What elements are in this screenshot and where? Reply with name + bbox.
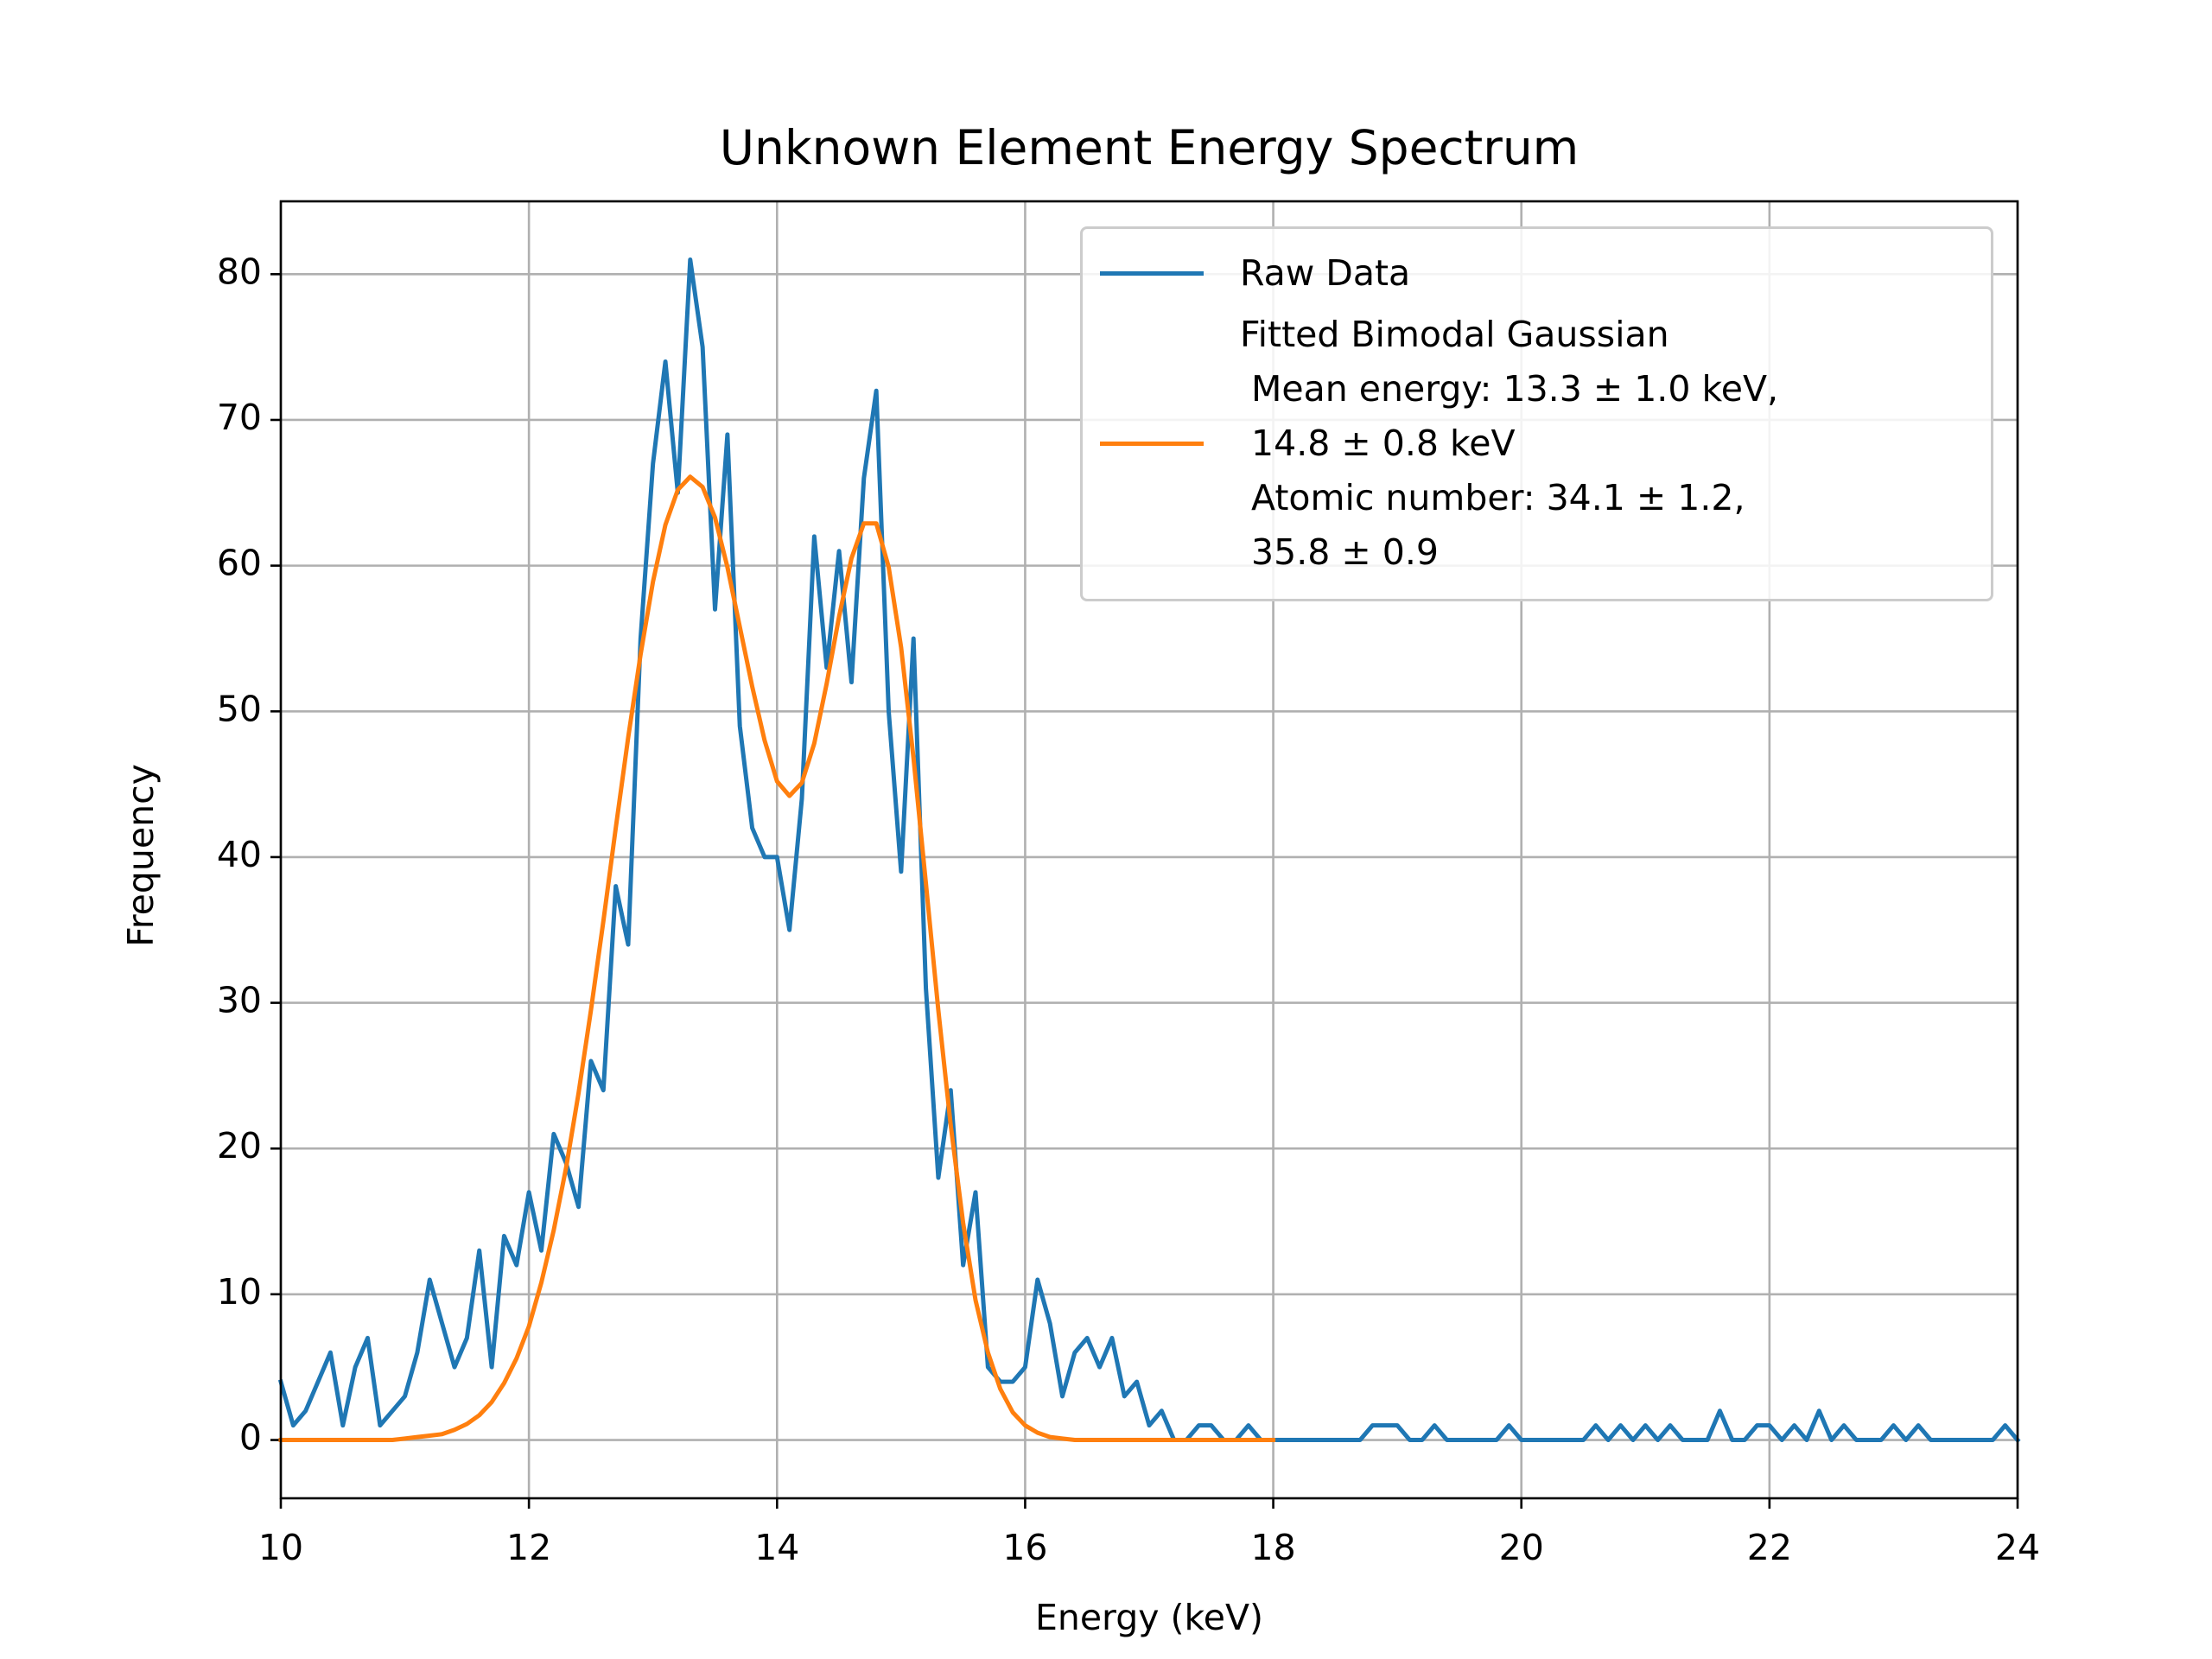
x-tick-label: 12 (506, 1527, 551, 1568)
y-tick-label: 60 (217, 543, 262, 584)
y-tick-label: 10 (217, 1271, 262, 1313)
legend-entry: Raw Data (1100, 246, 1991, 301)
x-tick-label: 20 (1499, 1527, 1544, 1568)
y-tick-label: 70 (217, 397, 262, 438)
legend-entry: Fitted Bimodal Gaussian Mean energy: 13.… (1100, 308, 1991, 580)
legend-label: Raw Data (1240, 252, 1411, 294)
x-tick-label: 10 (258, 1527, 303, 1568)
y-tick-label: 0 (239, 1417, 262, 1459)
x-tick-label: 16 (1002, 1527, 1047, 1568)
x-axis-label: Energy (keV) (1035, 1597, 1263, 1638)
legend-handle (1100, 271, 1204, 276)
data-line (278, 474, 1276, 1443)
legend: Raw Data Fitted Bimodal Gaussian Mean ene… (1080, 226, 1993, 601)
legend-handle (1100, 442, 1204, 446)
y-tick-label: 80 (217, 251, 262, 292)
x-tick-label: 14 (754, 1527, 799, 1568)
y-tick-label: 40 (217, 834, 262, 875)
x-tick-label: 22 (1747, 1527, 1792, 1568)
data-line (277, 257, 2021, 1444)
x-tick-label: 24 (1995, 1527, 2040, 1568)
y-tick-label: 20 (217, 1125, 262, 1166)
y-tick-label: 30 (217, 980, 262, 1021)
plot-frame (279, 200, 2019, 1500)
chart-title: Unknown Element Energy Spectrum (720, 120, 1580, 175)
y-tick-label: 50 (217, 688, 262, 729)
x-tick-label: 18 (1250, 1527, 1295, 1568)
y-axis-label: Frequency (120, 764, 162, 947)
legend-label: Fitted Bimodal Gaussian Mean energy: 13.… (1240, 314, 1779, 573)
